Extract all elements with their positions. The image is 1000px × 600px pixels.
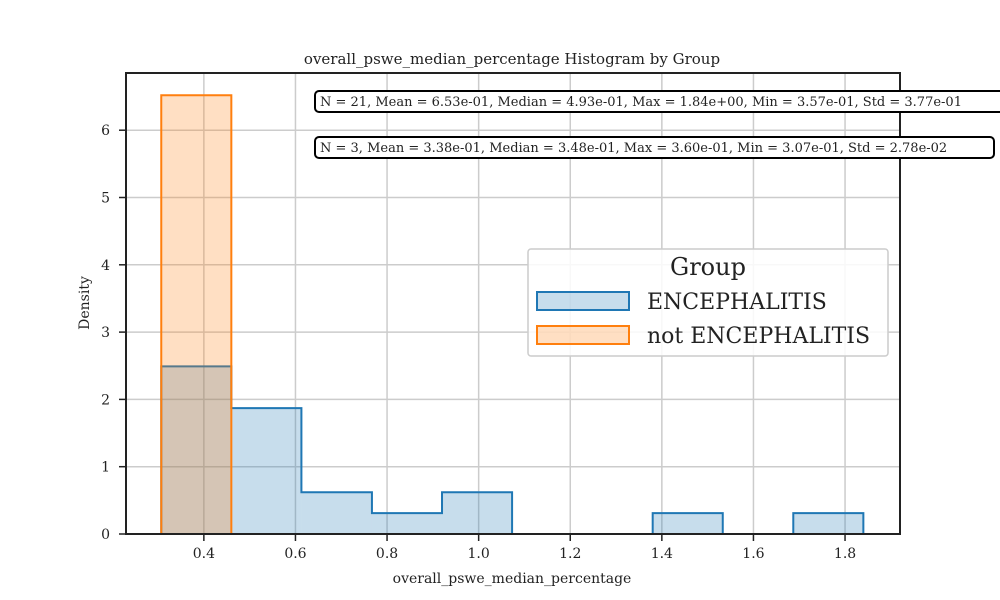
y-tick-label-4: 4 (101, 258, 110, 274)
stats-box-not-encephalitis: N = 3, Mean = 3.38e-01, Median = 3.48e-0… (314, 136, 995, 159)
legend-title: Group (670, 253, 746, 281)
x-axis-label: overall_pswe_median_percentage (393, 571, 632, 587)
legend: Group ENCEPHALITIS not ENCEPHALITIS (527, 248, 889, 357)
legend-label-not-encephalitis: not ENCEPHALITIS (647, 324, 870, 349)
x-tick-label-1: 0.6 (284, 546, 306, 562)
x-tick-label-3: 1.0 (468, 546, 490, 562)
bar-encephalitis-4 (442, 492, 513, 534)
outline-not-encephalitis (160, 94, 233, 534)
y-tick-label-3: 3 (101, 325, 110, 341)
plot-area-frame (125, 72, 901, 535)
stats-text-encephalitis: N = 21, Mean = 6.53e-01, Median = 4.93e-… (320, 95, 962, 110)
y-tick-label-5: 5 (101, 191, 110, 207)
x-tick-label-5: 1.4 (651, 546, 673, 562)
x-tick-label-0: 0.4 (193, 546, 215, 562)
y-tick-label-6: 6 (101, 123, 110, 139)
bar-encephalitis-2 (301, 492, 372, 534)
legend-frame (527, 248, 889, 357)
stats-box-encephalitis: N = 21, Mean = 6.53e-01, Median = 4.93e-… (314, 90, 1000, 113)
legend-swatch-not-encephalitis (536, 325, 630, 345)
bar-not-encephalitis-0 (161, 95, 232, 535)
x-tick-label-2: 0.8 (376, 546, 398, 562)
y-tick-label-2: 2 (101, 392, 110, 408)
bar-encephalitis-3 (371, 513, 443, 534)
y-tick-label-1: 1 (101, 460, 110, 476)
x-tick-label-7: 1.8 (834, 546, 856, 562)
legend-swatch-encephalitis (536, 291, 630, 311)
y-tick-label-0: 0 (101, 527, 110, 543)
bar-encephalitis-7 (652, 513, 723, 534)
bar-encephalitis-1 (231, 408, 302, 534)
bar-encephalitis-0 (161, 366, 232, 534)
x-tick-label-4: 1.2 (559, 546, 581, 562)
histogram-bars (160, 94, 865, 535)
bar-encephalitis-9 (793, 513, 864, 534)
legend-label-encephalitis: ENCEPHALITIS (647, 290, 827, 315)
y-axis-label: Density (77, 276, 93, 330)
x-tick-label-6: 1.6 (742, 546, 764, 562)
axis-ticks: 0.4 0.6 0.8 1.0 1.2 1.4 1.6 1.8 0 1 2 3 4 5 6 (101, 123, 856, 562)
chart-title: overall_pswe_median_percentage Histogram… (304, 50, 720, 68)
stats-text-not-encephalitis: N = 3, Mean = 3.38e-01, Median = 3.48e-0… (320, 141, 947, 156)
